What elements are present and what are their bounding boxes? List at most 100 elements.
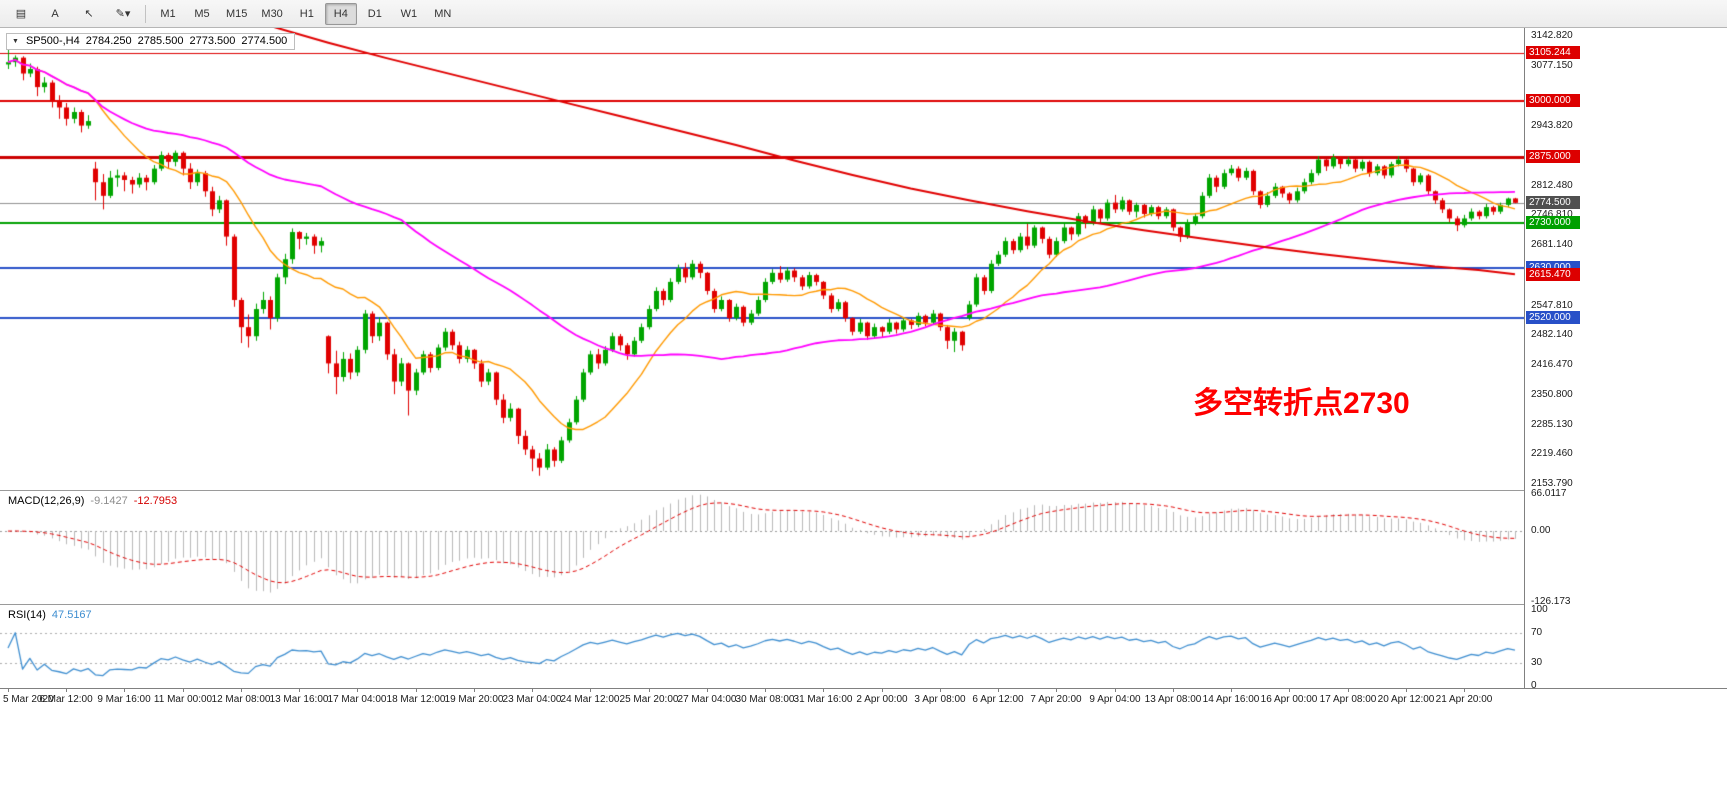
price-tick-label: 2153.790	[1531, 478, 1573, 489]
text-tool-button[interactable]: A	[51, 7, 59, 20]
time-tick	[1231, 689, 1232, 692]
time-axis-label: 25 Mar 20:00	[619, 694, 679, 705]
draw-tool-icon[interactable]: ✎▾	[115, 8, 131, 20]
rsi-label: RSI(14)	[8, 609, 46, 621]
rsi-axis-label: 0	[1531, 680, 1537, 691]
time-tick	[299, 689, 300, 692]
time-tick	[765, 689, 766, 692]
timeframe-m30[interactable]: M30	[261, 7, 283, 20]
tool-button-group: ▤ A ↖ ✎▾	[4, 3, 140, 25]
time-tick	[416, 689, 417, 692]
panel-separator[interactable]	[0, 490, 1727, 491]
macd-main-value: -9.1427	[90, 495, 128, 507]
symbol-dropdown-icon[interactable]: ▼	[12, 37, 19, 45]
price-axis[interactable]: 3142.820 3077.150 2943.820 2812.480 2746.810…	[1525, 28, 1727, 691]
time-axis-label: 30 Mar 08:00	[735, 694, 795, 705]
timeframe-h4[interactable]: H4	[324, 2, 357, 25]
macd-axis-label: -126.173	[1531, 596, 1571, 607]
timeframe-d1[interactable]: D1	[367, 7, 382, 20]
price-tick-label: 2285.130	[1531, 418, 1573, 430]
cursor-tool-icon[interactable]: ↖	[84, 8, 94, 20]
price-axis-border	[1524, 28, 1525, 688]
timeframe-m1[interactable]: M1	[160, 7, 176, 20]
price-tick-label: 2482.140	[1531, 329, 1573, 341]
low-value: 2773.500	[189, 35, 236, 47]
rsi-indicator-chart[interactable]	[0, 606, 1524, 688]
time-axis-label: 7 Apr 20:00	[1030, 694, 1082, 705]
time-axis-label: 9 Mar 16:00	[97, 694, 151, 705]
open-value: 2784.250	[85, 35, 132, 47]
time-tick	[66, 689, 67, 692]
time-axis-label: 11 Mar 00:00	[153, 694, 213, 705]
time-axis-label: 6 Mar 12:00	[39, 694, 93, 705]
high-value: 2785.500	[137, 35, 184, 47]
time-tick	[882, 689, 883, 692]
timeframe-h1[interactable]: H1	[299, 7, 314, 20]
macd-axis-label: 0.00	[1531, 525, 1551, 537]
timeframe-m5[interactable]: M5	[194, 7, 210, 20]
time-axis-label: 20 Apr 12:00	[1377, 694, 1435, 705]
panel-separator[interactable]	[0, 604, 1727, 605]
price-level-label: 2615.470	[1526, 267, 1580, 281]
time-axis-label: 6 Apr 12:00	[972, 694, 1024, 705]
time-axis-label: 27 Mar 04:00	[677, 694, 737, 705]
time-axis-label: 5 Mar 2020	[3, 694, 54, 705]
rsi-value: 47.5167	[51, 609, 92, 621]
time-tick	[1289, 689, 1290, 692]
toolbar-separator	[145, 4, 146, 23]
main-price-chart[interactable]	[0, 28, 1524, 490]
time-tick	[532, 689, 533, 692]
time-axis-label: 21 Apr 20:00	[1435, 694, 1493, 705]
time-tick	[649, 689, 650, 692]
price-tick-label: 2547.810	[1531, 299, 1573, 311]
chart-annotation-text: 多空转折点2730	[1193, 387, 1410, 420]
time-axis-label: 13 Mar 16:00	[269, 694, 329, 705]
chart-type-icon[interactable]: ▤	[15, 8, 27, 20]
time-axis-label: 16 Apr 00:00	[1260, 694, 1318, 705]
macd-indicator-chart[interactable]	[0, 492, 1524, 604]
time-tick	[241, 689, 242, 692]
macd-label: MACD(12,26,9)	[8, 495, 85, 507]
time-axis[interactable]: 5 Mar 2020 6 Mar 12:00 9 Mar 16:00 11 Mar 0…	[0, 688, 1727, 713]
time-tick	[8, 689, 9, 692]
time-tick	[1173, 689, 1174, 692]
price-tick-label: 3077.150	[1531, 59, 1573, 71]
time-tick	[124, 689, 125, 692]
rsi-header: RSI(14) 47.5167	[8, 609, 92, 621]
timeframe-toolbar: M1 M5 M15 M30 H1 H4 D1 W1 MN	[151, 2, 460, 25]
price-level-label: 2875.000	[1526, 150, 1580, 164]
macd-signal-value: -12.7953	[133, 495, 178, 507]
time-tick	[940, 689, 941, 692]
time-axis-label: 19 Mar 20:00	[444, 694, 504, 705]
time-axis-label: 2 Apr 00:00	[856, 694, 908, 705]
price-tick-label: 2350.800	[1531, 388, 1573, 400]
time-axis-label: 24 Mar 12:00	[560, 694, 620, 705]
time-axis-label: 23 Mar 04:00	[502, 694, 562, 705]
price-tick-label: 2681.140	[1531, 239, 1573, 251]
time-axis-label: 18 Mar 12:00	[386, 694, 446, 705]
time-tick	[183, 689, 184, 692]
timeframe-m15[interactable]: M15	[226, 7, 248, 20]
time-axis-label: 12 Mar 08:00	[211, 694, 271, 705]
macd-axis-label: 66.0117	[1531, 488, 1567, 499]
chart-symbol-header[interactable]: ▼ SP500-,H4 2784.250 2785.500 2773.500 2…	[6, 33, 296, 50]
time-tick	[474, 689, 475, 692]
price-tick-label: 2746.810	[1531, 209, 1573, 221]
macd-header: MACD(12,26,9) -9.1427 -12.7953	[8, 495, 177, 507]
price-tick-label: 2416.470	[1531, 359, 1573, 370]
time-tick	[998, 689, 999, 692]
rsi-axis-label: 100	[1531, 604, 1548, 615]
timeframe-w1[interactable]: W1	[400, 7, 418, 20]
time-tick	[823, 689, 824, 692]
time-axis-label: 17 Mar 04:00	[327, 694, 387, 705]
time-tick	[1056, 689, 1057, 692]
price-tick-label: 3142.820	[1531, 30, 1573, 41]
time-tick	[357, 689, 358, 692]
symbol-period-label: SP500-,H4	[25, 35, 80, 47]
timeframe-mn[interactable]: MN	[434, 7, 452, 20]
price-tick-label: 2219.460	[1531, 448, 1573, 460]
rsi-axis-label: 30	[1531, 657, 1543, 669]
chart-toolbar: ▤ A ↖ ✎▾ M1 M5 M15 M30 H1 H4 D1 W1 MN	[0, 0, 1727, 28]
time-tick	[1115, 689, 1116, 692]
close-value: 2774.500	[241, 35, 288, 47]
